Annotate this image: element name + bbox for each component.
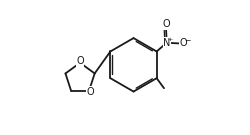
Text: N: N: [162, 38, 170, 48]
Text: O: O: [86, 87, 94, 97]
Text: +: +: [166, 37, 172, 42]
Text: O: O: [179, 38, 186, 48]
Text: O: O: [162, 19, 169, 29]
Text: −: −: [184, 37, 190, 45]
Text: O: O: [76, 56, 84, 66]
